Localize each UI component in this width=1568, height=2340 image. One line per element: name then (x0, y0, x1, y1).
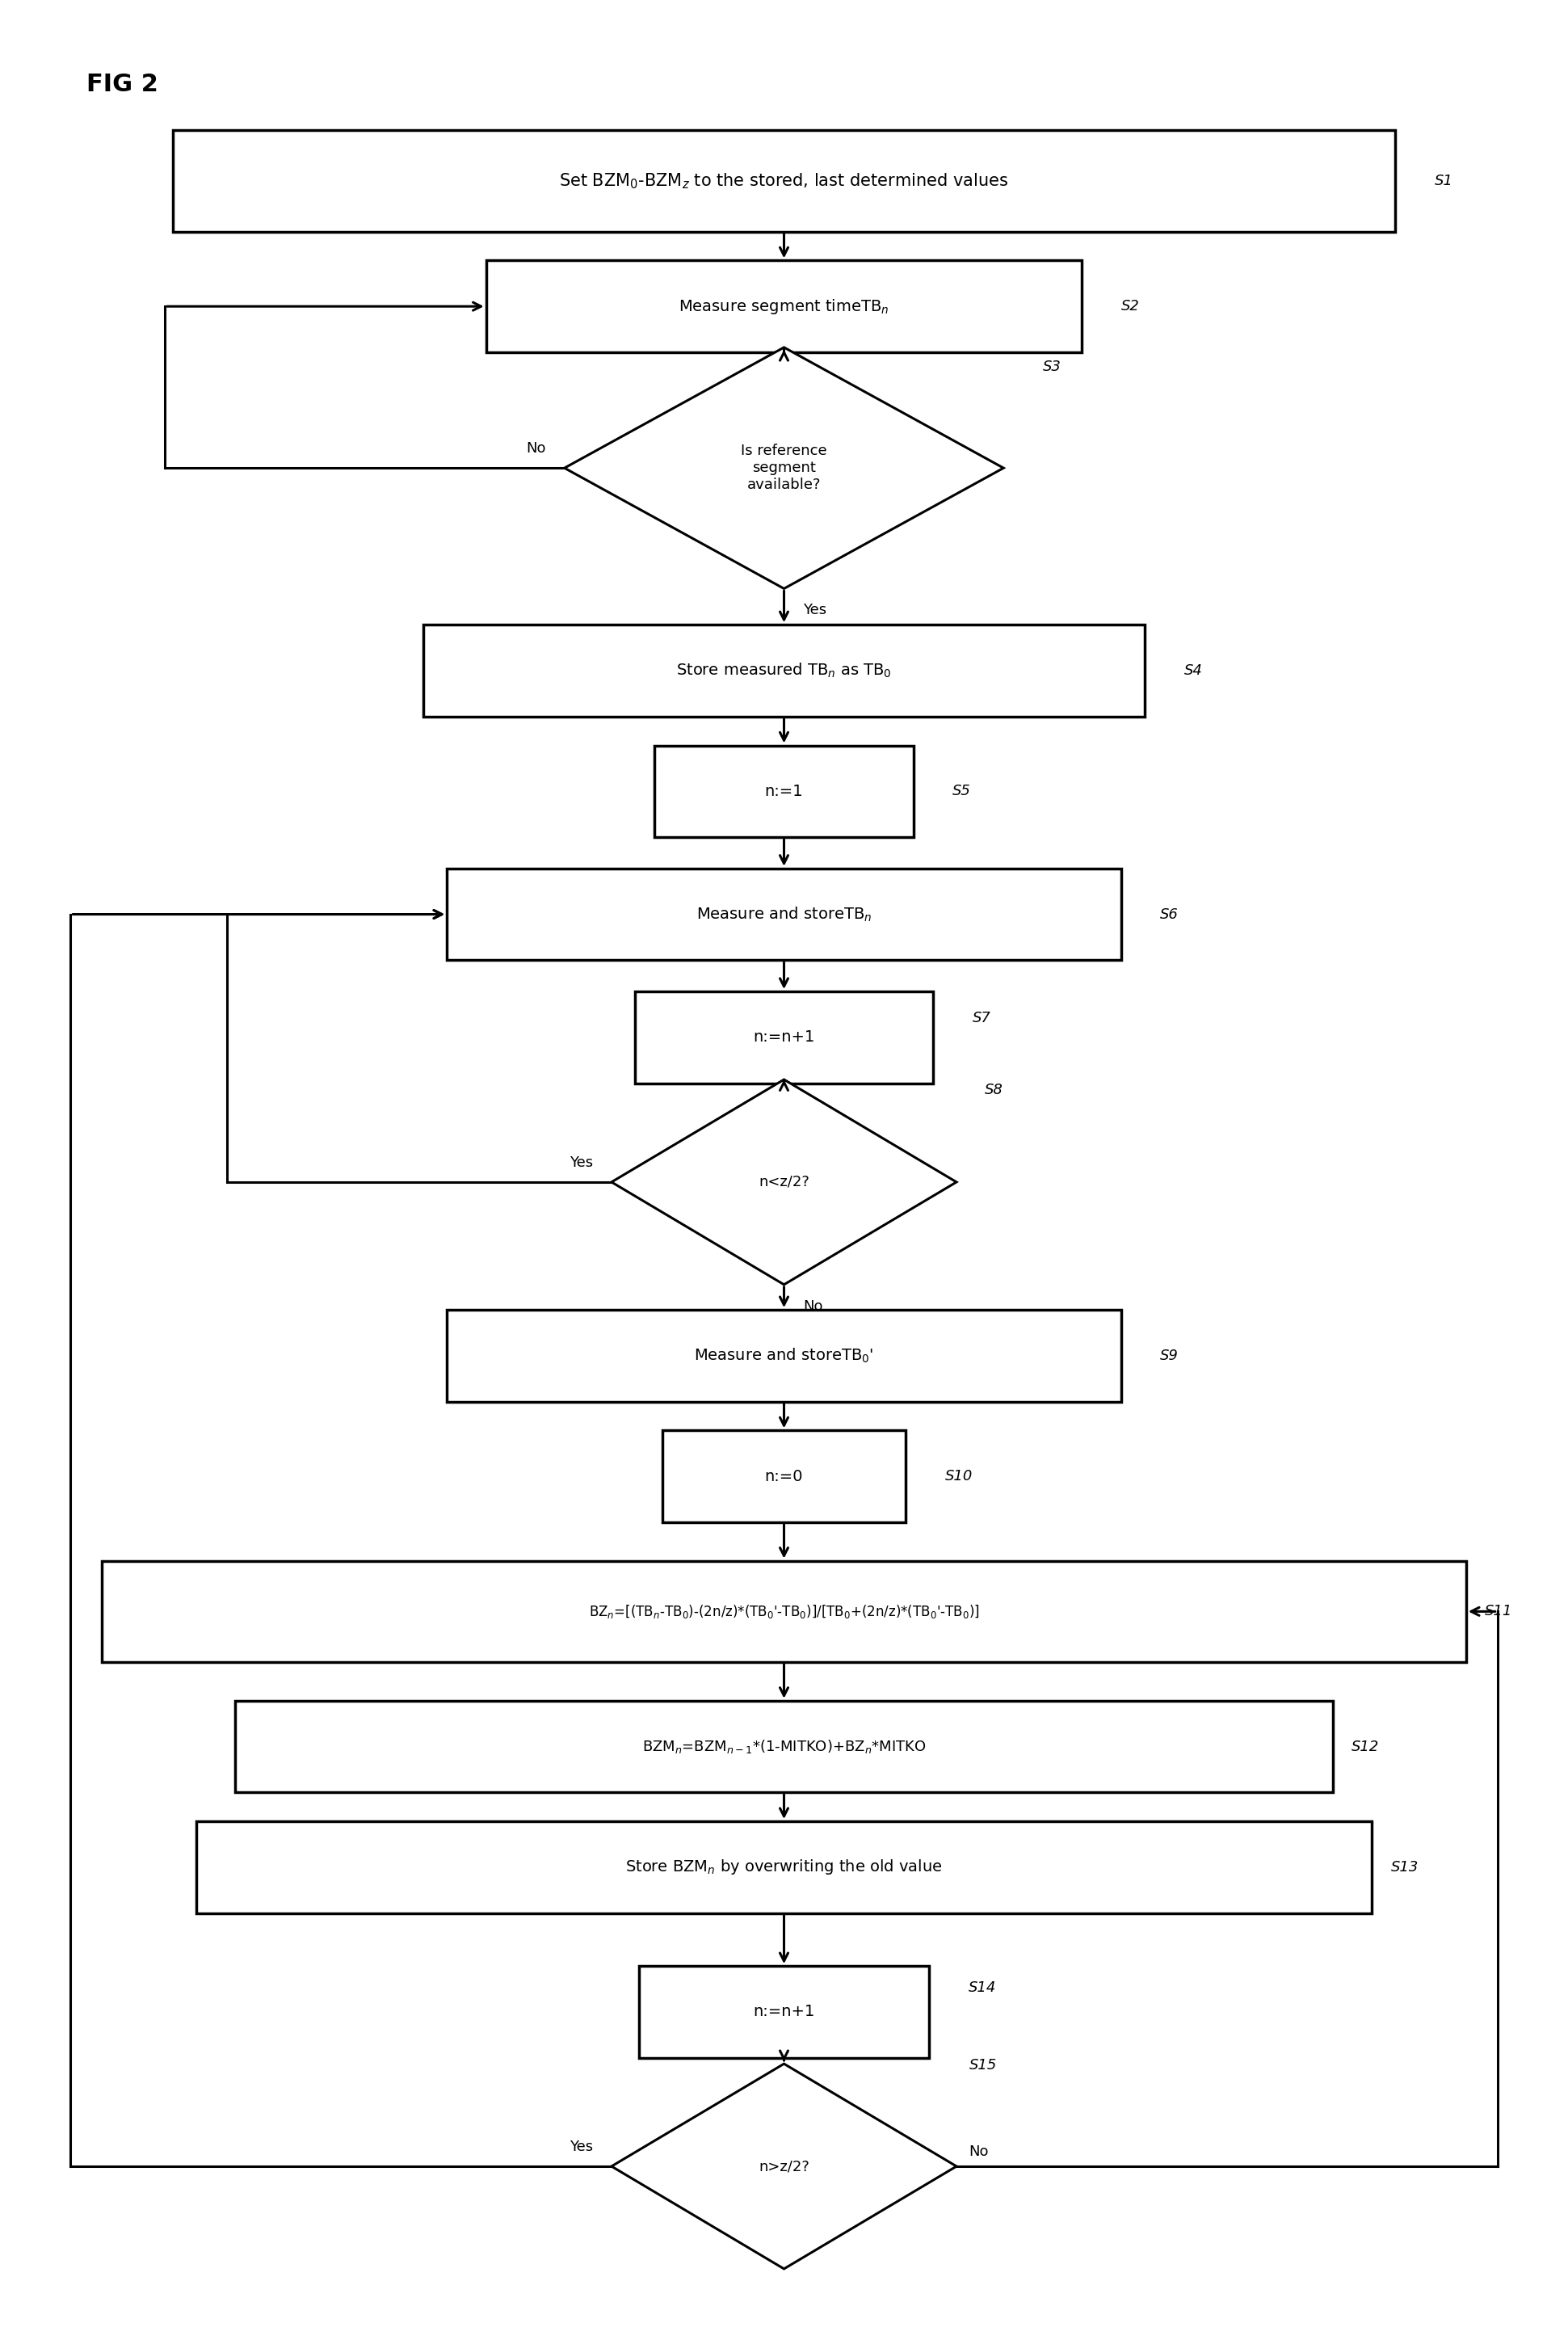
Text: FIG 2: FIG 2 (86, 73, 158, 96)
Polygon shape (612, 1079, 956, 1285)
Text: S15: S15 (969, 2057, 997, 2073)
Text: S7: S7 (972, 1011, 991, 1025)
Text: S9: S9 (1160, 1348, 1179, 1362)
Text: S8: S8 (985, 1083, 1004, 1097)
Text: S6: S6 (1160, 908, 1179, 922)
Text: S10: S10 (944, 1470, 972, 1484)
Text: Store measured TB$_n$ as TB$_0$: Store measured TB$_n$ as TB$_0$ (676, 662, 892, 679)
Text: Measure and storeTB$_n$: Measure and storeTB$_n$ (696, 906, 872, 924)
Bar (655, 746, 913, 838)
Text: n<z/2?: n<z/2? (759, 1175, 809, 1189)
Bar (663, 1430, 906, 1523)
Text: n:=0: n:=0 (765, 1470, 803, 1484)
Bar (235, 1701, 1333, 1792)
Text: No: No (969, 2143, 989, 2160)
Text: n>z/2?: n>z/2? (759, 2160, 809, 2174)
Text: S13: S13 (1391, 1860, 1419, 1874)
Text: S5: S5 (953, 784, 971, 798)
Bar (447, 868, 1121, 959)
Text: Yes: Yes (569, 2139, 593, 2155)
Polygon shape (612, 2064, 956, 2270)
Text: S11: S11 (1485, 1605, 1513, 1619)
Text: Yes: Yes (803, 604, 826, 618)
Bar (172, 131, 1396, 232)
Bar (640, 1966, 928, 2057)
Text: S14: S14 (969, 1980, 996, 1996)
Text: S1: S1 (1435, 173, 1454, 187)
Bar (102, 1561, 1466, 1661)
Text: Measure segment timeTB$_n$: Measure segment timeTB$_n$ (679, 297, 889, 316)
Bar (196, 1821, 1372, 1914)
Text: n:=n+1: n:=n+1 (753, 2005, 815, 2019)
Bar (486, 260, 1082, 353)
Text: n:=1: n:=1 (765, 784, 803, 798)
Text: BZ$_n$=[(TB$_n$-TB$_0$)-(2n/z)*(TB$_0$'-TB$_0$)]/[TB$_0$+(2n/z)*(TB$_0$'-TB$_0$): BZ$_n$=[(TB$_n$-TB$_0$)-(2n/z)*(TB$_0$'-… (588, 1603, 980, 1619)
Text: Yes: Yes (569, 1156, 593, 1170)
Text: S4: S4 (1184, 662, 1203, 679)
Text: S3: S3 (1043, 360, 1062, 374)
Text: n:=n+1: n:=n+1 (753, 1030, 815, 1046)
Text: Set BZM$_0$-BZM$_z$ to the stored, last determined values: Set BZM$_0$-BZM$_z$ to the stored, last … (560, 171, 1008, 190)
Text: No: No (803, 1299, 823, 1313)
Text: Store BZM$_n$ by overwriting the old value: Store BZM$_n$ by overwriting the old val… (626, 1858, 942, 1877)
Text: BZM$_n$=BZM$_{n-1}$*(1-MITKO)+BZ$_n$*MITKO: BZM$_n$=BZM$_{n-1}$*(1-MITKO)+BZ$_n$*MIT… (643, 1739, 925, 1755)
Bar (635, 992, 933, 1083)
Bar (447, 1310, 1121, 1402)
Polygon shape (564, 346, 1004, 590)
Text: Is reference
segment
available?: Is reference segment available? (742, 445, 826, 491)
Text: Measure and storeTB$_0$': Measure and storeTB$_0$' (695, 1348, 873, 1364)
Text: S12: S12 (1352, 1739, 1380, 1753)
Text: S2: S2 (1121, 300, 1140, 314)
Text: No: No (525, 442, 546, 456)
Bar (423, 625, 1145, 716)
